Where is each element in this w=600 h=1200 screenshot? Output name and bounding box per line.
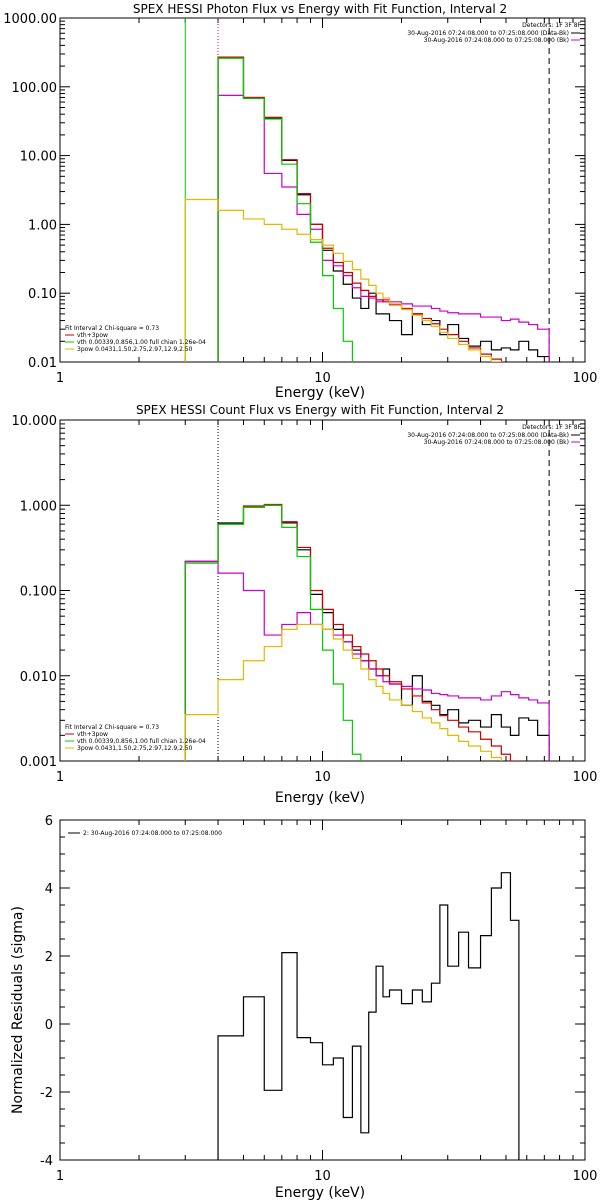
x-tick-label: 10 xyxy=(314,371,331,386)
panel-title: SPEX HESSI Count Flux vs Energy with Fit… xyxy=(136,403,504,417)
legend-entry: 30-Aug-2016 07:24:08.000 to 07:25:08.000… xyxy=(424,439,569,446)
legend-entry: 2: 30-Aug-2016 07:24:08.000 to 07:25:08.… xyxy=(83,830,222,837)
y-tick-label: 0 xyxy=(45,1018,53,1033)
legend-header: Detectors: 1F 3F 8F xyxy=(522,22,581,29)
series-line-series-0 xyxy=(217,872,520,1160)
y-tick-label: 1.00 xyxy=(28,218,57,233)
legend-header: Fit Interval 2 Chi-square = 0.73 xyxy=(65,325,159,332)
legend-entry: 3pow 0.0431,1.50,2.75,2.97,12.9,2.50 xyxy=(77,745,193,752)
series-group xyxy=(217,872,520,1160)
x-tick-label: 100 xyxy=(573,1169,598,1184)
y-tick-label: 0.010 xyxy=(20,670,57,685)
series-line-vth xyxy=(184,504,362,761)
y-tick-label: 10.000 xyxy=(12,414,58,429)
series-line-3pow xyxy=(184,198,502,362)
series-line-data-bk xyxy=(217,56,550,362)
series-line-vth-3pow xyxy=(184,503,520,761)
legend-entry: 30-Aug-2016 07:24:08.000 to 07:25:08.000… xyxy=(407,432,569,439)
x-tick-label: 1 xyxy=(56,1169,64,1184)
x-tick-label: 10 xyxy=(314,770,331,785)
legend-header: Fit Interval 2 Chi-square = 0.73 xyxy=(65,724,159,731)
y-tick-label: 1.000 xyxy=(20,499,57,514)
series-line-3pow xyxy=(184,623,502,761)
legend-entry: vth+3pow xyxy=(77,731,108,738)
y-tick-label: 4 xyxy=(45,882,53,897)
y-tick-label: 0.01 xyxy=(28,356,57,371)
count-flux-panel: SPEX HESSI Count Flux vs Energy with Fit… xyxy=(12,403,598,806)
y-tick-label: 10.00 xyxy=(20,150,57,165)
x-tick-label: 1 xyxy=(56,770,64,785)
series-group xyxy=(184,503,550,761)
y-tick-label: 1000.00 xyxy=(3,12,57,27)
y-tick-label: 100.00 xyxy=(12,81,58,96)
x-tick-label: 1 xyxy=(56,371,64,386)
series-line-vth-3pow xyxy=(217,56,502,362)
x-tick-label: 100 xyxy=(573,371,598,386)
series-line-bk xyxy=(217,94,550,362)
x-axis-label: Energy (keV) xyxy=(275,1185,365,1200)
legend-entry: 30-Aug-2016 07:24:08.000 to 07:25:08.000… xyxy=(424,37,569,44)
y-tick-label: 0.10 xyxy=(28,287,57,302)
photon-flux-panel: SPEX HESSI Photon Flux vs Energy with Fi… xyxy=(3,2,597,401)
plot-frame xyxy=(59,17,586,363)
x-axis-label: Energy (keV) xyxy=(275,790,365,806)
series-line-vth xyxy=(217,57,354,362)
x-tick-label: 100 xyxy=(573,770,598,785)
y-tick-label: -4 xyxy=(40,1154,53,1169)
y-tick-label: -2 xyxy=(40,1086,53,1101)
y-axis-label: Normalized Residuals (sigma) xyxy=(10,906,26,1114)
legend-entry: 30-Aug-2016 07:24:08.000 to 07:25:08.000… xyxy=(407,30,569,37)
legend-entry: vth+3pow xyxy=(77,332,108,339)
y-tick-label: 0.100 xyxy=(20,585,57,600)
legend-header: Detectors: 1F 3F 8F xyxy=(522,424,581,431)
y-tick-label: 6 xyxy=(45,814,53,829)
x-axis-label: Energy (keV) xyxy=(275,385,365,401)
panel-title: SPEX HESSI Photon Flux vs Energy with Fi… xyxy=(133,2,507,16)
residuals-panel: Energy (keV) Normalized Residuals (sigma… xyxy=(10,814,597,1200)
y-tick-label: 2 xyxy=(45,950,53,965)
x-tick-label: 10 xyxy=(314,1169,331,1184)
legend-entry: vth 0.00339,0.856,1.00 full chian 1.26e-… xyxy=(77,339,206,346)
series-group xyxy=(184,56,550,362)
legend-entry: 3pow 0.0431,1.50,2.75,2.97,12.9,2.50 xyxy=(77,346,193,353)
y-tick-label: 0.001 xyxy=(20,755,57,770)
series-line-bk xyxy=(184,560,550,761)
series-line-data-bk xyxy=(184,504,550,761)
plot-frame xyxy=(59,819,586,1161)
legend-entry: vth 0.00339,0.856,1.00 full chian 1.26e-… xyxy=(77,738,206,745)
